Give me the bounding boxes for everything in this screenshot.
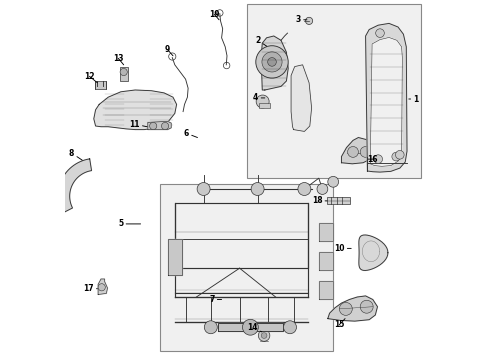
Circle shape <box>374 155 383 163</box>
Polygon shape <box>148 121 171 130</box>
Circle shape <box>376 29 384 37</box>
Circle shape <box>120 68 127 76</box>
Bar <box>120 67 127 81</box>
Circle shape <box>317 184 328 194</box>
Text: 14: 14 <box>247 323 262 332</box>
Text: 12: 12 <box>84 72 98 83</box>
Text: 4: 4 <box>253 94 265 103</box>
Bar <box>259 103 270 108</box>
Circle shape <box>268 58 276 66</box>
Text: 19: 19 <box>209 10 220 20</box>
Polygon shape <box>168 239 182 275</box>
Circle shape <box>256 95 269 108</box>
Polygon shape <box>319 252 333 270</box>
Bar <box>160 184 333 351</box>
Text: 11: 11 <box>129 120 147 129</box>
Circle shape <box>305 17 313 24</box>
Text: 5: 5 <box>118 220 141 229</box>
Text: 16: 16 <box>368 155 378 163</box>
Text: 13: 13 <box>113 54 123 65</box>
Polygon shape <box>366 23 407 172</box>
Polygon shape <box>370 37 402 166</box>
Polygon shape <box>342 138 374 164</box>
Circle shape <box>328 176 339 187</box>
Circle shape <box>251 183 264 195</box>
Text: 6: 6 <box>184 129 197 138</box>
Bar <box>327 197 350 204</box>
Polygon shape <box>328 296 377 321</box>
Circle shape <box>262 52 282 72</box>
Polygon shape <box>94 90 176 130</box>
Circle shape <box>298 183 311 195</box>
Circle shape <box>258 330 270 341</box>
Text: 8: 8 <box>69 149 82 160</box>
Text: 2: 2 <box>255 36 267 46</box>
Circle shape <box>162 122 169 130</box>
Polygon shape <box>319 223 333 241</box>
Bar <box>95 81 106 89</box>
Circle shape <box>197 183 210 195</box>
Circle shape <box>395 150 404 159</box>
Polygon shape <box>218 323 283 331</box>
Bar <box>247 4 421 178</box>
Polygon shape <box>291 65 312 131</box>
Text: 3: 3 <box>295 15 307 24</box>
Circle shape <box>392 152 400 161</box>
Text: 10: 10 <box>334 244 351 253</box>
Circle shape <box>261 333 267 338</box>
Circle shape <box>149 122 157 130</box>
Circle shape <box>284 321 296 334</box>
Polygon shape <box>359 235 388 270</box>
Circle shape <box>360 300 373 313</box>
Text: 1: 1 <box>409 95 418 104</box>
Polygon shape <box>261 36 288 90</box>
Polygon shape <box>319 281 333 299</box>
Circle shape <box>347 147 358 157</box>
Text: 7: 7 <box>209 295 221 304</box>
Text: 18: 18 <box>312 197 327 205</box>
Polygon shape <box>98 279 107 294</box>
Circle shape <box>98 284 105 291</box>
Circle shape <box>243 319 258 335</box>
Text: 9: 9 <box>165 45 173 56</box>
Polygon shape <box>58 159 92 213</box>
Circle shape <box>360 147 371 157</box>
Text: 15: 15 <box>334 319 345 329</box>
Circle shape <box>256 46 288 78</box>
Circle shape <box>339 302 352 315</box>
Circle shape <box>204 321 217 334</box>
Text: 17: 17 <box>83 284 98 293</box>
